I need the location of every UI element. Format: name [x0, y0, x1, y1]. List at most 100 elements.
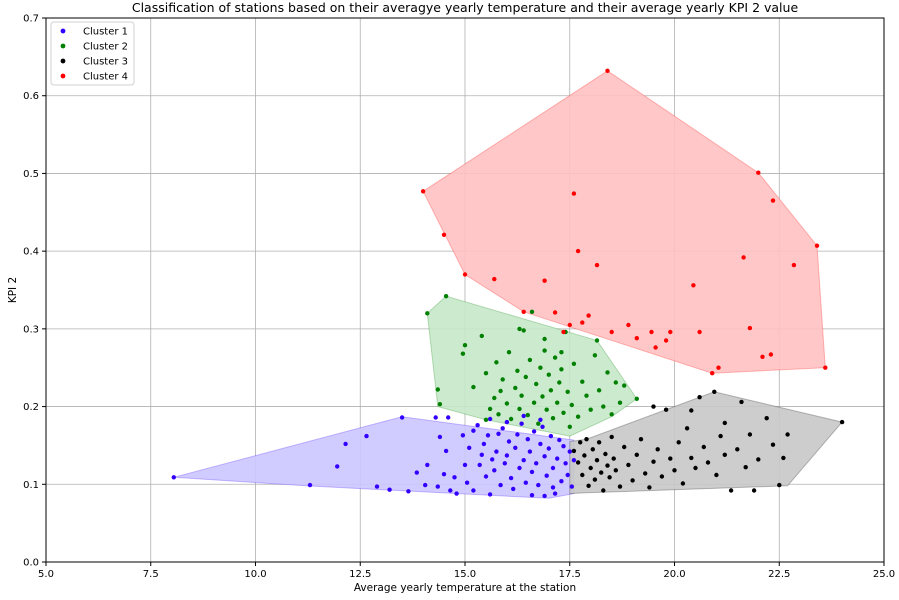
cluster-1-point: [494, 449, 499, 454]
cluster-3-point: [582, 453, 587, 458]
cluster-3-point: [785, 432, 790, 437]
cluster-3-point: [668, 456, 673, 461]
cluster-3-point: [672, 468, 677, 473]
cluster-1-point: [538, 417, 543, 422]
cluster-4-point: [567, 322, 572, 328]
cluster-2-point: [504, 401, 510, 406]
cluster-1-point: [483, 474, 489, 479]
cluster-2-point: [605, 370, 610, 375]
cluster-2-point: [580, 379, 585, 384]
cluster-3-point: [722, 452, 727, 457]
cluster-1-point: [544, 473, 549, 478]
cluster-1-point: [475, 423, 480, 428]
cluster-4-point: [756, 170, 761, 175]
cluster-3-point: [781, 455, 786, 461]
cluster-2-point: [557, 380, 562, 385]
cluster-2-point: [609, 412, 614, 417]
cluster-1-point: [464, 480, 470, 485]
cluster-1-point: [364, 433, 369, 439]
cluster-2-point: [617, 400, 623, 405]
cluster-1-point: [500, 426, 505, 431]
cluster-1-point: [490, 457, 495, 462]
cluster-1-point: [508, 475, 514, 481]
cluster-3-point: [655, 447, 660, 452]
cluster-2-point: [494, 360, 499, 365]
cluster-1-point: [540, 424, 545, 429]
cluster-1-point: [387, 487, 392, 492]
cluster-3-point: [584, 437, 589, 442]
cluster-2-point: [506, 350, 512, 355]
cluster-3-point: [596, 440, 602, 445]
cluster-1-point: [479, 452, 484, 457]
cluster-1-point: [441, 472, 447, 477]
cluster-2-point: [483, 371, 489, 376]
cluster-3-point: [651, 404, 656, 409]
cluster-2-point: [525, 412, 530, 418]
cluster-4-point: [420, 189, 426, 194]
cluster-2-point: [538, 365, 543, 370]
cluster-1-point: [548, 433, 554, 439]
cluster-1-point: [467, 445, 472, 450]
cluster-2-point: [496, 412, 501, 417]
cluster-3-point: [599, 470, 604, 475]
cluster-1-point: [513, 445, 518, 450]
cluster-3-point: [689, 455, 694, 461]
cluster-3-point: [728, 488, 734, 493]
cluster-2-point: [483, 417, 489, 422]
legend-marker-cluster-4: [60, 73, 66, 79]
cluster-2-point: [592, 353, 598, 358]
y-axis-label: KPI 2: [7, 277, 19, 303]
cluster-4-point: [741, 255, 746, 260]
cluster-1-point: [307, 482, 313, 488]
cluster-2-point: [479, 333, 484, 339]
cluster-1-point: [492, 468, 497, 473]
cluster-1-point: [446, 415, 451, 420]
cluster-1-point: [519, 421, 524, 426]
cluster-4-point: [594, 262, 600, 268]
cluster-2-point: [542, 348, 547, 353]
cluster-3-point: [580, 472, 585, 478]
legend-box: [50, 21, 135, 86]
cluster-2-point: [540, 394, 545, 399]
cluster-1-point: [559, 479, 564, 484]
cluster-1-point: [343, 441, 348, 447]
cluster-1-point: [454, 491, 459, 496]
cluster-2-point: [546, 372, 551, 377]
cluster-4-point: [492, 276, 497, 282]
cluster-2-point: [613, 380, 618, 385]
y-tick-label: 0.7: [23, 14, 39, 25]
cluster-1-point: [462, 462, 468, 468]
cluster-4-point: [441, 232, 447, 237]
cluster-2-point: [531, 400, 537, 405]
cluster-4-point: [814, 243, 820, 248]
cluster-1-point: [525, 437, 530, 442]
cluster-2-point: [523, 374, 528, 380]
cluster-3-point: [622, 444, 627, 450]
cluster-3-hull: [569, 391, 844, 495]
cluster-4-point: [542, 278, 547, 283]
cluster-1-point: [521, 458, 526, 463]
cluster-2-point: [498, 388, 503, 394]
cluster-1-point: [471, 428, 476, 433]
cluster-4-point: [626, 322, 631, 328]
cluster-1-point: [550, 485, 556, 490]
x-tick-label: 7.5: [143, 569, 159, 580]
cluster-1-point: [571, 458, 577, 463]
cluster-3-point: [735, 447, 740, 452]
cluster-3-point: [718, 433, 723, 439]
cluster-1-point: [523, 480, 528, 485]
cluster-2-point: [471, 384, 476, 390]
cluster-3-point: [722, 420, 727, 426]
cluster-1-point: [546, 446, 551, 451]
cluster-3-point: [764, 416, 769, 421]
cluster-3-point: [609, 434, 614, 440]
cluster-3-point: [575, 460, 581, 465]
cluster-2-point: [435, 387, 440, 392]
cluster-1-point: [542, 454, 547, 459]
cluster-2-point: [437, 402, 443, 407]
cluster-2-point: [550, 416, 556, 421]
cluster-2-point: [601, 404, 606, 409]
cluster-4-point: [586, 313, 591, 318]
cluster-3-point: [634, 452, 639, 457]
